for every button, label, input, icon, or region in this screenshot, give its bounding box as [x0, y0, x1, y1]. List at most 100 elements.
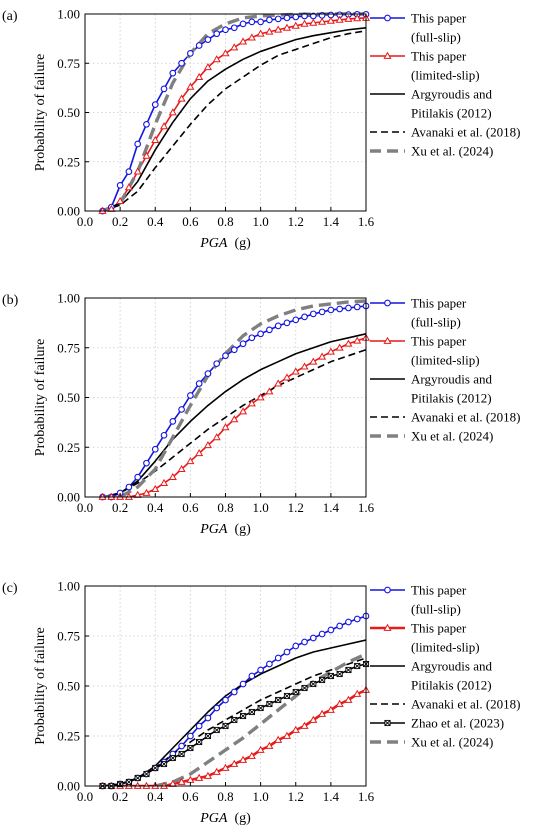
series-line	[102, 26, 366, 211]
data-point	[248, 18, 256, 26]
data-point	[159, 122, 169, 130]
data-point	[300, 362, 309, 370]
legend-entry: Xu et al. (2024)	[370, 429, 493, 444]
data-point	[213, 726, 220, 734]
legend-entry: This paper (limited-slip)	[370, 334, 480, 368]
data-point	[195, 72, 204, 80]
x-tick-label: 1.2	[288, 500, 304, 515]
data-point	[309, 18, 318, 26]
data-point	[178, 59, 185, 67]
x-tick-label: 1.6	[358, 500, 375, 515]
legend-label: This paper	[411, 49, 467, 64]
y-tick-label: 0.75	[57, 340, 80, 355]
data-point	[326, 16, 335, 24]
legend-entry: This paper (full-slip)	[370, 583, 467, 617]
legend-label: (limited-slip)	[411, 353, 480, 368]
data-point	[151, 135, 160, 143]
data-point	[327, 306, 335, 314]
data-point	[327, 672, 334, 680]
data-point	[265, 27, 274, 35]
data-point	[187, 744, 194, 752]
y-tick-label: 0.50	[57, 390, 80, 405]
legend-label: Argyroudis and	[411, 372, 493, 387]
legend-label: Pitilakis (2012)	[411, 678, 492, 693]
data-point	[300, 19, 309, 27]
data-point	[240, 712, 247, 720]
data-point	[282, 23, 292, 31]
series-line	[102, 688, 366, 786]
legend: This paper (full-slip) This paper (limited-…	[370, 583, 521, 750]
series-line	[102, 348, 366, 497]
data-point	[318, 709, 327, 717]
data-point	[248, 708, 255, 716]
legend-label: This paper	[411, 334, 467, 349]
legend-entry: Xu et al. (2024)	[370, 735, 493, 750]
legend: This paper (full-slip) This paper (limited-…	[370, 11, 521, 159]
series-markers	[98, 333, 371, 500]
data-point	[151, 484, 160, 492]
chart-panel: 0.0 0.2 0.4 0.6 0.8 1.0 1.2 1.4 1.6 0.00 0.25 0.50 0…	[2, 291, 521, 538]
chart-panel: 0.0 0.2 0.4 0.6 0.8 1.0 1.2 1.4 1.6 0.00 0.25 0.50 0…	[2, 579, 521, 827]
panel-label: (c)	[2, 581, 18, 596]
data-point	[186, 456, 195, 465]
data-point	[159, 478, 169, 486]
data-point	[318, 308, 326, 316]
data-point	[125, 483, 133, 491]
x-tick-label: 0.2	[112, 789, 128, 804]
legend-label: Pitilakis (2012)	[411, 391, 492, 406]
data-point	[353, 336, 362, 344]
data-point	[116, 196, 125, 205]
data-point	[265, 387, 274, 395]
legend-entry: Avanaki et al. (2018)	[370, 410, 521, 425]
data-point	[309, 634, 317, 642]
data-point	[257, 704, 264, 712]
data-point	[177, 777, 186, 785]
legend-label: This paper	[411, 621, 467, 636]
data-point	[230, 415, 239, 423]
data-point	[168, 108, 177, 116]
data-point	[309, 715, 318, 723]
legend: This paper (full-slip) This paper (limited-…	[370, 296, 521, 444]
data-point	[336, 305, 344, 313]
legend-entry: This paper (full-slip)	[370, 296, 467, 330]
data-point	[195, 42, 203, 49]
x-tick-label: 0.4	[147, 500, 164, 515]
data-point	[239, 37, 248, 45]
data-point	[247, 399, 256, 407]
data-point	[186, 82, 195, 90]
data-point	[124, 183, 133, 191]
data-point	[230, 759, 239, 767]
legend-label: (full-slip)	[411, 30, 461, 45]
series-line	[102, 663, 366, 786]
data-point	[178, 750, 185, 758]
data-point	[283, 319, 291, 327]
data-point	[204, 732, 211, 740]
data-point	[265, 741, 274, 749]
y-axis-label: Probability of failure	[33, 339, 48, 456]
x-tick-label: 0.6	[182, 500, 199, 515]
data-point	[204, 36, 212, 43]
y-tick-label: 1.00	[57, 291, 80, 306]
data-point	[195, 380, 203, 387]
data-point	[221, 423, 230, 431]
legend-entry: This paper (full-slip)	[370, 11, 467, 45]
x-tick-label: 0.8	[217, 500, 233, 515]
data-point	[247, 751, 256, 759]
data-point	[239, 755, 248, 763]
data-point	[318, 12, 326, 19]
legend-label: Argyroudis and	[411, 87, 493, 102]
data-point	[256, 29, 265, 37]
x-tick-label: 1.6	[358, 214, 375, 229]
legend-label: Pitilakis (2012)	[411, 106, 492, 121]
data-point	[301, 684, 308, 692]
data-point	[134, 774, 141, 782]
data-point	[222, 26, 229, 34]
legend-label: Avanaki et al. (2018)	[411, 410, 521, 425]
series-markers	[99, 660, 370, 790]
x-tick-label: 1.0	[253, 214, 269, 229]
data-point	[195, 722, 203, 730]
data-point	[301, 638, 308, 646]
data-point	[195, 449, 204, 457]
data-point	[345, 666, 352, 674]
data-point	[213, 704, 221, 712]
